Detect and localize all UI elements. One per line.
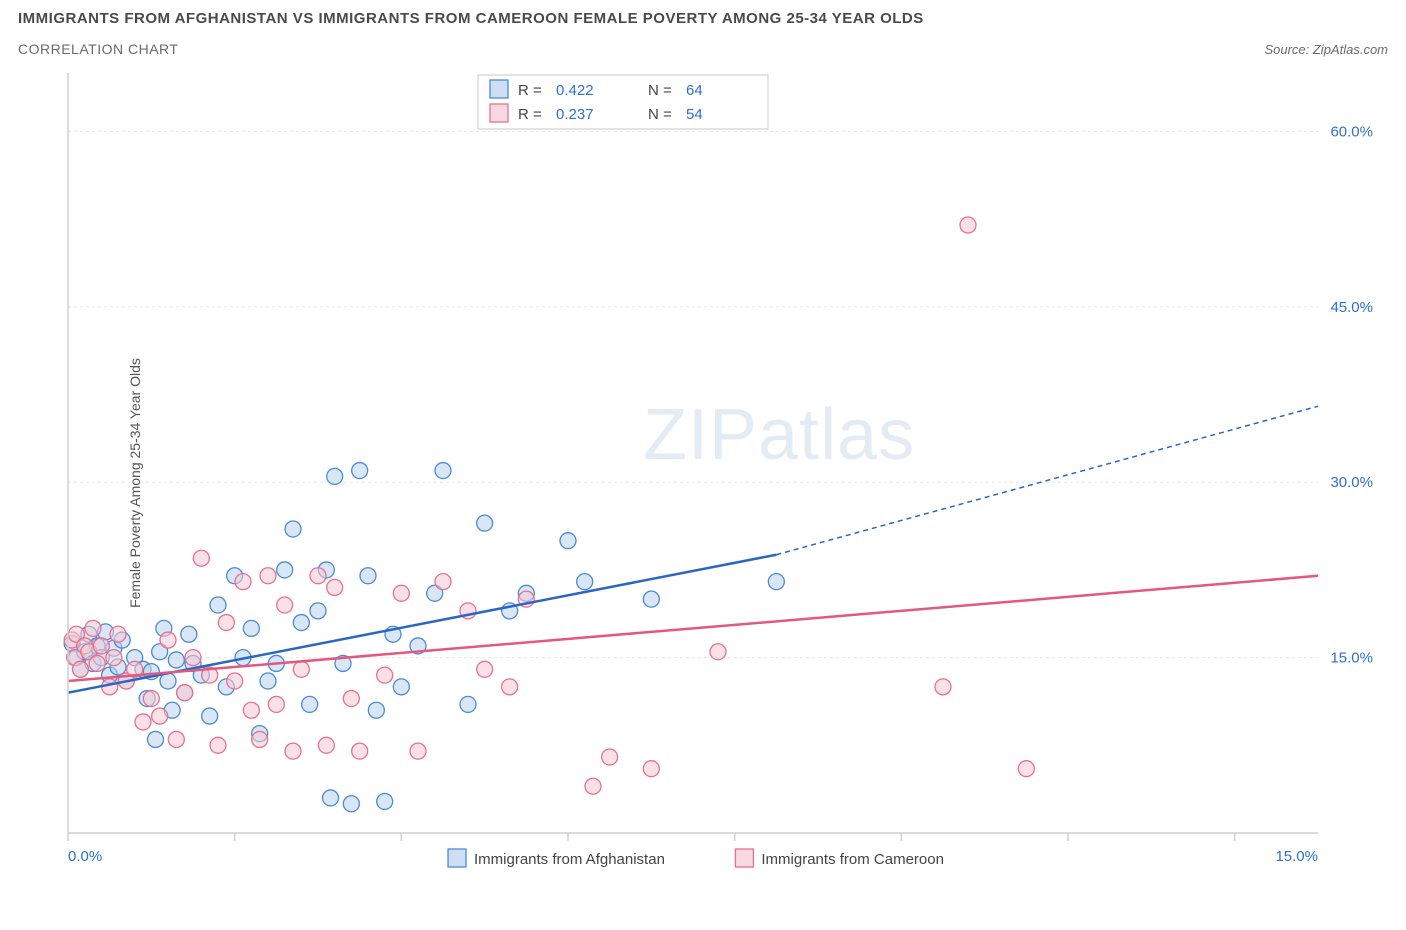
legend-n-label: N = <box>648 106 672 123</box>
legend-swatch <box>490 80 508 98</box>
data-point <box>227 673 243 689</box>
series-name: Immigrants from Afghanistan <box>474 851 665 868</box>
watermark: ZIPatlas <box>643 395 915 475</box>
data-point <box>218 615 234 631</box>
data-point <box>577 574 593 590</box>
data-point <box>435 463 451 479</box>
y-tick-label: 15.0% <box>1330 650 1373 667</box>
chart-title: IMMIGRANTS FROM AFGHANISTAN VS IMMIGRANT… <box>18 10 1388 27</box>
data-point <box>393 679 409 695</box>
data-point <box>343 691 359 707</box>
data-point <box>1018 761 1034 777</box>
data-point <box>168 652 184 668</box>
data-point <box>293 661 309 677</box>
data-point <box>302 696 318 712</box>
x-min-label: 0.0% <box>68 848 102 865</box>
data-point <box>960 217 976 233</box>
y-tick-label: 60.0% <box>1330 123 1373 140</box>
data-point <box>768 574 784 590</box>
data-point <box>377 667 393 683</box>
series-name: Immigrants from Cameroon <box>761 851 944 868</box>
y-tick-label: 45.0% <box>1330 299 1373 316</box>
data-point <box>352 463 368 479</box>
data-point <box>585 778 601 794</box>
data-point <box>210 737 226 753</box>
data-point <box>318 737 334 753</box>
data-point <box>177 685 193 701</box>
data-point <box>477 661 493 677</box>
data-point <box>85 620 101 636</box>
data-point <box>327 468 343 484</box>
legend-r-label: R = <box>518 82 542 99</box>
data-point <box>360 568 376 584</box>
data-point <box>93 638 109 654</box>
data-point <box>560 533 576 549</box>
data-point <box>152 708 168 724</box>
data-point <box>148 731 164 747</box>
data-point <box>210 597 226 613</box>
chart-subtitle: CORRELATION CHART <box>18 41 178 57</box>
data-point <box>260 568 276 584</box>
correlation-scatter-chart: 15.0% 30.0% 45.0% 60.0% ZIPatlas 0.0% 15.0% R =… <box>18 63 1388 903</box>
data-point <box>935 679 951 695</box>
data-point <box>323 790 339 806</box>
legend-swatch <box>735 849 753 867</box>
data-point <box>260 673 276 689</box>
data-point <box>368 702 384 718</box>
data-point <box>393 585 409 601</box>
data-point <box>143 691 159 707</box>
data-point <box>410 743 426 759</box>
data-point <box>89 655 105 671</box>
data-point <box>168 731 184 747</box>
data-point <box>285 521 301 537</box>
data-point <box>643 591 659 607</box>
x-max-label: 15.0% <box>1275 848 1318 865</box>
data-point <box>106 650 122 666</box>
data-point <box>252 731 268 747</box>
y-tick-label: 30.0% <box>1330 474 1373 491</box>
data-point <box>310 568 326 584</box>
data-point <box>135 714 151 730</box>
legend-swatch <box>490 104 508 122</box>
legend-r-value: 0.237 <box>556 106 594 123</box>
data-point <box>73 661 89 677</box>
data-point <box>110 626 126 642</box>
data-point <box>277 597 293 613</box>
source-attribution: Source: ZipAtlas.com <box>1264 42 1388 57</box>
data-point <box>460 696 476 712</box>
data-point <box>502 679 518 695</box>
data-point <box>185 650 201 666</box>
legend-r-label: R = <box>518 106 542 123</box>
data-point <box>710 644 726 660</box>
data-point <box>643 761 659 777</box>
data-point <box>268 696 284 712</box>
data-point <box>293 615 309 631</box>
legend-n-label: N = <box>648 82 672 99</box>
data-point <box>243 702 259 718</box>
data-point <box>193 550 209 566</box>
legend-n-value: 54 <box>686 106 703 123</box>
data-point <box>202 708 218 724</box>
data-point <box>285 743 301 759</box>
data-point <box>602 749 618 765</box>
data-point <box>477 515 493 531</box>
legend-n-value: 64 <box>686 82 703 99</box>
data-point <box>435 574 451 590</box>
data-point <box>327 579 343 595</box>
legend-r-value: 0.422 <box>556 82 594 99</box>
data-point <box>343 796 359 812</box>
data-point <box>352 743 368 759</box>
data-point <box>181 626 197 642</box>
data-point <box>243 620 259 636</box>
data-point <box>310 603 326 619</box>
data-point <box>160 632 176 648</box>
data-point <box>277 562 293 578</box>
data-point <box>377 793 393 809</box>
y-axis-label: Female Poverty Among 25-34 Year Olds <box>127 358 143 608</box>
data-point <box>235 574 251 590</box>
legend-swatch <box>448 849 466 867</box>
